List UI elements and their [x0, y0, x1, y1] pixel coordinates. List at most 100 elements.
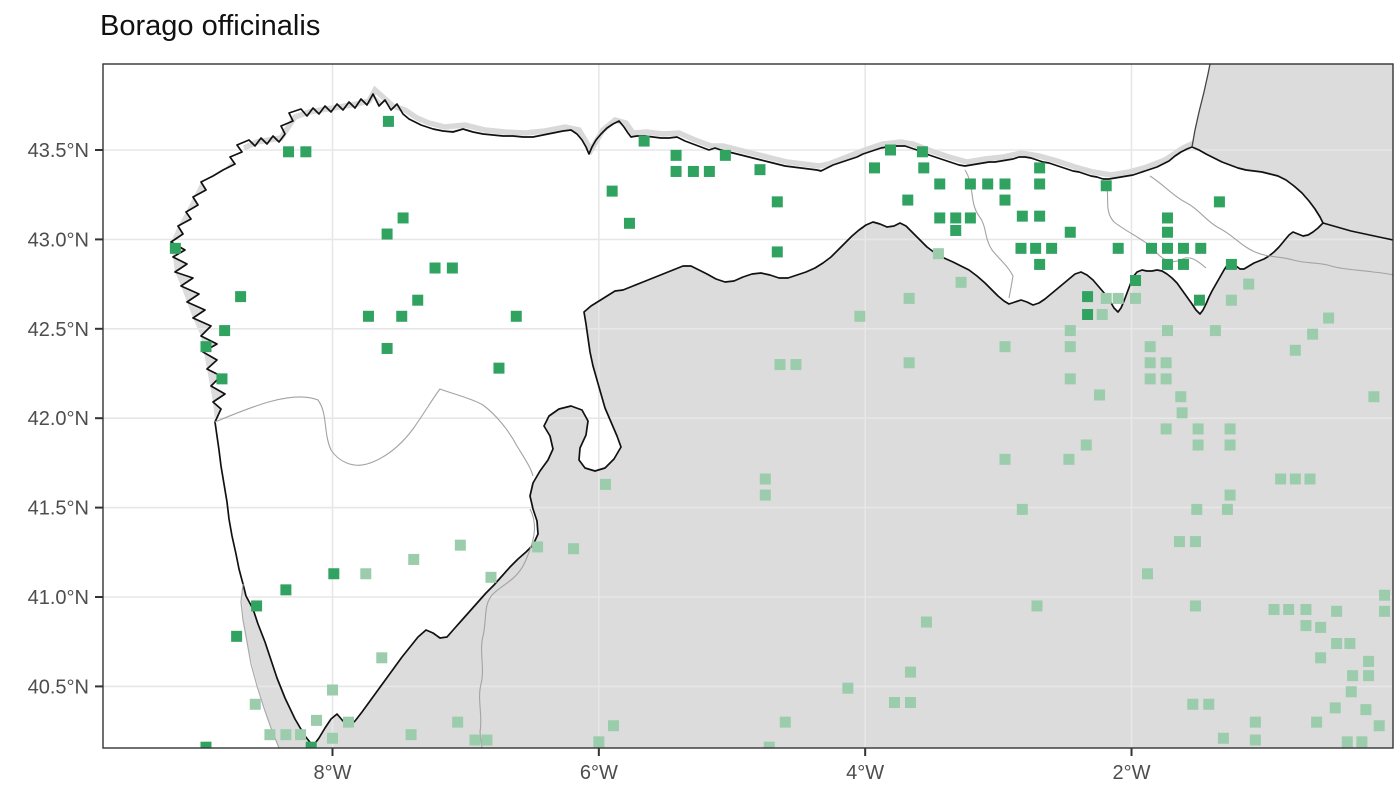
occurrence-point [1175, 391, 1187, 403]
occurrence-point [300, 146, 312, 158]
occurrence-point [231, 630, 243, 642]
occurrence-point [774, 359, 786, 371]
occurrence-point [1130, 275, 1142, 287]
occurrence-point [1144, 357, 1156, 369]
occurrence-point [452, 716, 464, 728]
occurrence-point [763, 741, 775, 748]
occurrence-point [327, 684, 338, 696]
occurrence-point [264, 729, 276, 741]
occurrence-point [1016, 503, 1028, 515]
x-axis-tick-label: 2°W [1113, 762, 1151, 784]
occurrence-point [532, 541, 544, 553]
occurrence-point [1100, 292, 1112, 304]
occurrence-point [903, 292, 915, 304]
panel-border [102, 63, 1394, 749]
occurrence-point [1112, 242, 1124, 254]
occurrence-point [1268, 604, 1280, 616]
occurrence-point [481, 734, 493, 746]
occurrence-point [1203, 698, 1215, 710]
occurrence-point [1094, 389, 1106, 401]
occurrence-point [1224, 489, 1236, 501]
occurrence-point [1289, 473, 1301, 485]
occurrence-point [1191, 503, 1203, 515]
occurrence-point [950, 212, 962, 224]
occurrence-point [485, 571, 497, 583]
occurrence-point [888, 696, 900, 708]
occurrence-point [362, 310, 374, 322]
occurrence-point [1144, 341, 1156, 353]
navarre-border-line [1149, 175, 1393, 276]
occurrence-point [1161, 226, 1173, 238]
occurrence-point [235, 291, 247, 303]
occurrence-point [381, 342, 393, 354]
occurrence-point [454, 539, 466, 551]
occurrence-point [703, 165, 715, 177]
occurrence-point [249, 698, 261, 710]
occurrence-point [999, 341, 1011, 353]
occurrence-point [327, 732, 338, 744]
occurrence-point [1363, 655, 1375, 667]
occurrence-point [1177, 258, 1189, 270]
occurrence-point [1379, 605, 1391, 617]
occurrence-point [1161, 242, 1173, 254]
occurrence-point [902, 194, 914, 206]
occurrence-point [1160, 373, 1172, 385]
occurrence-point [719, 149, 731, 161]
occurrence-point [1221, 503, 1233, 515]
occurrence-point [1224, 423, 1236, 435]
occurrence-point [790, 359, 802, 371]
occurrence-point [1304, 473, 1316, 485]
occurrence-point [1192, 439, 1204, 451]
occurrence-point [1176, 407, 1188, 419]
occurrence-point [1161, 325, 1173, 337]
occurrence-point [916, 146, 928, 158]
occurrence-point [311, 714, 323, 726]
y-axis-tick-label: 43.5°N [28, 140, 89, 162]
occurrence-point [510, 310, 522, 322]
occurrence-point [1031, 600, 1043, 612]
occurrence-point [396, 310, 408, 322]
cantabria-border-line [964, 169, 1014, 299]
occurrence-point [1142, 568, 1154, 580]
occurrence-point [607, 720, 619, 732]
y-axis-tick-label: 42.5°N [28, 319, 89, 341]
occurrence-point [1189, 536, 1201, 548]
occurrence-point [955, 276, 967, 288]
occurrence-point [1323, 312, 1335, 324]
x-axis-tick-label: 6°W [580, 762, 618, 784]
occurrence-point [593, 736, 605, 748]
occurrence-point [1177, 242, 1189, 254]
y-axis-tick-label: 42.0°N [28, 408, 89, 430]
occurrence-point [638, 135, 650, 147]
occurrence-point [405, 729, 417, 741]
occurrence-point [1311, 716, 1323, 728]
occurrence-point [251, 600, 263, 612]
y-axis-tick-label: 43.0°N [28, 229, 89, 251]
occurrence-point [999, 178, 1011, 190]
occurrence-point [169, 242, 181, 254]
occurrence-point [687, 165, 699, 177]
occurrence-point [999, 453, 1011, 465]
occurrence-point [408, 553, 420, 565]
occurrence-point [1225, 294, 1237, 306]
occurrence-point [1064, 373, 1076, 385]
occurrence-point [1331, 605, 1343, 617]
x-axis-tick-label: 4°W [846, 762, 884, 784]
occurrence-point [1161, 258, 1173, 270]
occurrence-point [1064, 341, 1076, 353]
occurrence-point [1307, 328, 1319, 340]
occurrence-point [1130, 292, 1142, 304]
occurrence-point [1249, 734, 1261, 746]
coastal-shading-band [242, 85, 1196, 178]
occurrence-point [1193, 294, 1205, 306]
occurrence-point [1209, 325, 1221, 337]
occurrence-point [1034, 162, 1046, 174]
occurrence-point [1373, 720, 1385, 732]
occurrence-point [412, 294, 424, 306]
axes: 8°W 6°W 4°W 2°W 43.5°N 43.0°N 42.5°N 42.0°N 41.5… [28, 140, 1151, 784]
occurrence-point [328, 568, 340, 580]
occurrence-point [904, 696, 916, 708]
occurrence-point [599, 478, 611, 490]
occurrence-point [219, 325, 231, 337]
occurrence-point [1046, 242, 1058, 254]
